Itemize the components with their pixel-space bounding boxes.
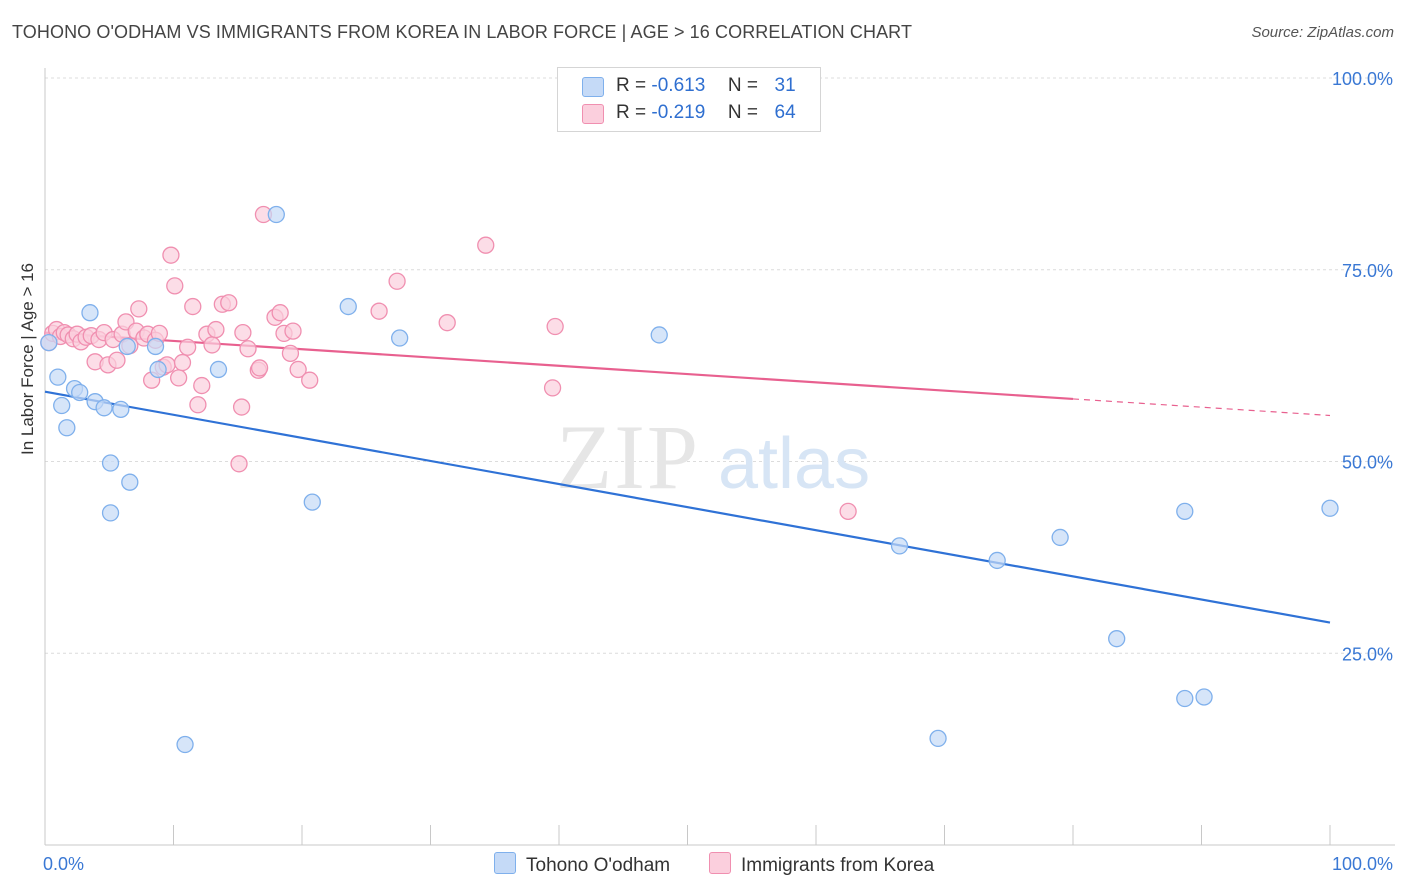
korea-point [184,297,202,316]
legend-swatch-korea [582,104,604,124]
tohono-point [1195,688,1213,706]
chart-title: TOHONO O'ODHAM VS IMMIGRANTS FROM KOREA … [12,22,913,42]
korea-point [178,338,197,356]
korea-point [388,272,406,290]
source-label: Source: ZipAtlas.com [1251,24,1394,41]
korea-point [839,502,857,521]
legend-n-value: 64 [774,102,796,123]
legend-label-korea: Immigrants from Korea [741,855,935,876]
tohono-point [650,326,668,344]
korea-point [108,351,126,369]
tohono-point [58,419,76,437]
legend-swatch-tohono [582,77,604,97]
korea-point [193,376,211,395]
korea-point [546,317,564,336]
correlation-legend: R = -0.613 N = 31 R = -0.219 N = 64 [557,67,821,132]
tick-labels: 100.0% 75.0% 50.0% 25.0% 0.0% 100.0% [43,69,1393,874]
y-tick-label: 50.0% [1342,453,1393,473]
tohono-point [890,537,909,555]
watermark: ZIP atlas [556,406,870,508]
legend-swatch-korea [709,852,731,874]
tohono-point [81,304,99,322]
korea-point [173,353,192,372]
tohono-point [121,473,139,491]
tohono-point [391,329,409,347]
tohono-point [339,297,357,316]
y-tick-label: 75.0% [1342,261,1393,281]
tohono-point [209,360,228,379]
legend-r-label: R = [616,75,647,96]
tohono-point [929,729,947,748]
tohono-point [1051,528,1069,547]
korea-point [166,277,184,295]
watermark-atlas: atlas [718,424,870,504]
y-tick-label: 100.0% [1332,69,1393,89]
tohono-point [71,383,89,402]
y-tick-label: 25.0% [1342,644,1393,664]
axes [44,68,1395,846]
tohono-point [146,337,165,356]
legend-label-tohono: Tohono O'odham [526,855,671,876]
korea-point [232,398,251,416]
tohono-point [1321,499,1339,517]
trend-line [44,390,1331,624]
legend-swatch-tohono [494,852,516,874]
tohono-point [988,551,1006,570]
korea-point [230,455,248,473]
korea-point [189,396,207,414]
legend-r-value: -0.219 [651,102,706,123]
x-tick-label: 100.0% [1332,854,1393,874]
korea-point [234,323,252,342]
tohono-point [95,399,113,417]
tohono-point [176,735,194,754]
korea-point [289,360,307,379]
trend-line-extension [1072,398,1331,417]
tohono-point [149,360,167,379]
tohono-point [40,333,58,352]
x-tick-label: 0.0% [43,854,84,874]
tohono-point [53,396,71,415]
korea-point [130,300,148,318]
korea-point [370,302,388,320]
korea-point [284,322,302,340]
korea-point [169,369,188,387]
korea-point [281,344,300,363]
korea-point [477,236,495,254]
korea-point [301,371,319,389]
legend-r-value: -0.613 [651,75,706,96]
tohono-point [1176,689,1194,708]
watermark-zip: ZIP [556,406,700,508]
gridlines [45,77,1395,654]
tohono-point [1176,502,1194,521]
tohono-point [112,400,130,418]
korea-point [239,340,257,358]
data-points [40,205,1339,754]
tohono-point [49,368,67,386]
tohono-point [101,454,120,472]
tohono-point [1108,630,1126,648]
korea-point [543,379,562,397]
korea-point [271,304,289,322]
legend-n-label: N = [727,75,758,96]
tohono-point [101,504,120,522]
korea-point [203,336,221,354]
korea-point [207,320,225,339]
korea-point [162,246,180,264]
tohono-point [118,337,136,356]
legend-n-label: N = [727,102,758,123]
tohono-point [267,205,285,224]
legend-item-korea: Immigrants from Korea [709,852,934,876]
korea-point [220,294,238,312]
legend-n-value: 31 [774,75,796,96]
legend-item-tohono: Tohono O'odham [494,852,670,876]
korea-point [438,314,456,332]
legend-r-label: R = [616,102,647,123]
tohono-point [303,493,321,511]
korea-point [250,359,269,377]
